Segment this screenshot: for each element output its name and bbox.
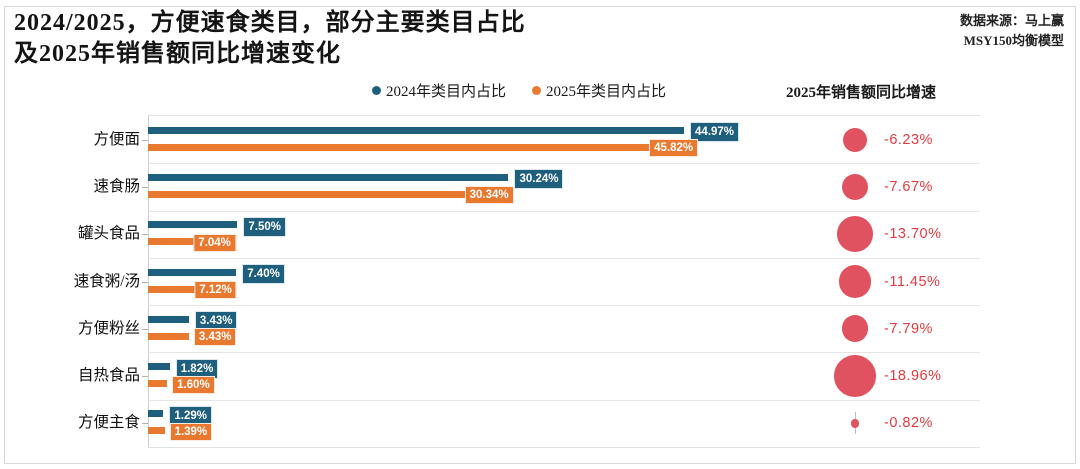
legend-dot-icon <box>532 86 542 95</box>
bar-value-label-2024: 30.24% <box>514 169 564 190</box>
legend-item-2024: 2024年类目内占比 <box>372 80 506 101</box>
bar-value-label-2025: 45.82% <box>649 139 699 158</box>
growth-column-header: 2025年销售额同比增速 <box>786 85 937 101</box>
bar-2024 <box>148 221 238 229</box>
axis-tick <box>142 139 148 141</box>
row-separator <box>148 163 980 165</box>
plot-area: 方便面 44.97% 45.82% -6.23% 速食肠 30.24% 30.34% -7.6… <box>74 115 980 448</box>
growth-bubble <box>834 355 876 397</box>
bar-2024 <box>148 268 237 276</box>
axis-tick <box>142 328 148 330</box>
bar-2025 <box>148 285 233 293</box>
data-source: 数据来源：马上赢 MSY150均衡模型 <box>960 11 1064 51</box>
growth-value-label: -18.96% <box>884 368 942 385</box>
bar-2025 <box>148 190 510 198</box>
growth-bubble <box>837 216 873 252</box>
bar-2024 <box>148 410 164 418</box>
bar-value-label-2025: 1.60% <box>172 375 215 394</box>
legend: 2024年类目内占比 2025年类目内占比 <box>372 80 666 101</box>
axis-tick <box>142 376 148 378</box>
axis-tick <box>142 186 148 188</box>
row-separator <box>148 210 980 212</box>
bar-2024 <box>148 126 685 134</box>
bar-value-label-2025: 30.34% <box>464 186 514 205</box>
bar-2025 <box>148 332 189 340</box>
data-source-line2: MSY150均衡模型 <box>963 33 1064 48</box>
legend-label: 2024年类目内占比 <box>386 84 507 100</box>
category-label: 自热食品 <box>77 367 140 385</box>
category-label: 方便粉丝 <box>77 319 140 337</box>
bar-2024 <box>148 173 509 181</box>
growth-value-label: -13.70% <box>884 226 942 243</box>
growth-bubble <box>841 315 869 343</box>
axis-tick <box>142 281 148 283</box>
chart-title-line1: 2024/2025，方便速食类目，部分主要类目占比 <box>14 10 526 36</box>
category-label: 罐头食品 <box>77 225 140 243</box>
bar-2024 <box>148 315 189 323</box>
bar-2025 <box>148 380 168 388</box>
chart-title-line2: 及2025年销售额同比增速变化 <box>14 41 341 67</box>
bar-value-label-2024: 7.40% <box>242 264 285 284</box>
category-label: 速食粥/汤 <box>73 272 140 290</box>
bar-2025 <box>148 427 165 435</box>
growth-value-label: -0.82% <box>884 415 933 432</box>
bar-2025 <box>148 143 695 151</box>
bar-value-label-2024: 44.97% <box>690 122 740 143</box>
category-label: 速食肠 <box>93 177 140 195</box>
bar-value-label-2025: 7.04% <box>193 233 236 252</box>
category-label: 方便面 <box>93 130 140 148</box>
axis-tick <box>142 423 148 425</box>
growth-value-label: -7.79% <box>884 320 933 337</box>
growth-bubble <box>838 265 872 298</box>
row-separator <box>148 352 980 354</box>
category-label: 方便主食 <box>77 414 140 432</box>
bar-2024 <box>148 363 170 371</box>
row-separator <box>148 257 980 259</box>
legend-item-2025: 2025年类目内占比 <box>532 80 666 101</box>
growth-value-label: -6.23% <box>884 131 933 148</box>
legend-label: 2025年类目内占比 <box>546 84 667 100</box>
growth-bubble <box>843 127 867 152</box>
legend-dot-icon <box>372 86 381 95</box>
bar-value-label-2025: 7.12% <box>194 281 237 299</box>
growth-bubble <box>841 173 869 201</box>
bar-value-label-2024: 1.82% <box>175 358 219 379</box>
row-separator <box>148 305 980 307</box>
growth-value-label: -7.67% <box>884 178 933 195</box>
row-separator <box>148 399 980 401</box>
growth-value-label: -11.45% <box>884 273 941 290</box>
bar-value-label-2025: 1.39% <box>169 422 213 441</box>
bar-value-label-2024: 7.50% <box>243 216 286 237</box>
axis-tick <box>142 234 148 236</box>
bar-2025 <box>148 238 232 246</box>
chart-title: 2024/2025，方便速食类目，部分主要类目占比 及2025年销售额同比增速变… <box>14 8 526 70</box>
growth-bubble <box>850 419 860 428</box>
y-axis-line <box>148 116 149 447</box>
bar-value-label-2025: 3.43% <box>193 328 237 347</box>
data-source-line1: 数据来源：马上赢 <box>959 13 1064 28</box>
bar-value-label-2024: 3.43% <box>194 311 238 332</box>
